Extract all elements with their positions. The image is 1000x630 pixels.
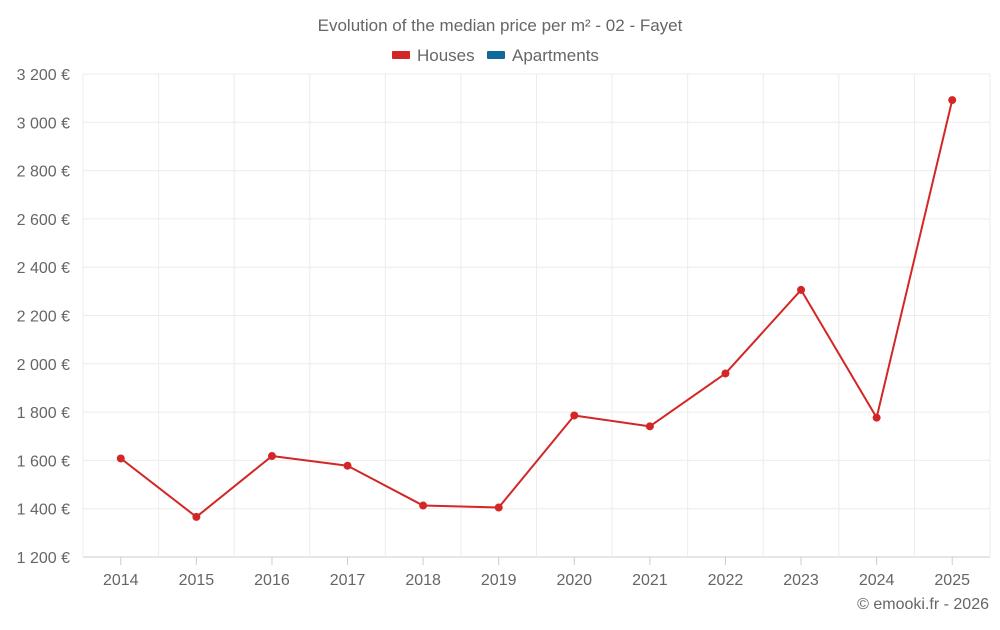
legend-label-apartments[interactable]: Apartments bbox=[512, 46, 599, 65]
data-point-houses[interactable] bbox=[192, 512, 201, 521]
x-tick-label: 2014 bbox=[103, 572, 139, 589]
data-point-houses[interactable] bbox=[419, 501, 428, 510]
data-point-houses[interactable] bbox=[948, 96, 957, 105]
data-point-houses[interactable] bbox=[872, 413, 881, 422]
y-tick-label: 1 600 € bbox=[17, 453, 70, 470]
x-tick-label: 2016 bbox=[254, 572, 290, 589]
y-tick-label: 1 800 € bbox=[17, 405, 70, 422]
y-tick-label: 2 200 € bbox=[17, 309, 70, 326]
x-tick-label: 2021 bbox=[632, 572, 668, 589]
x-axis-ticks: 2014 2015 2016 2017 2018 2019 2020 2021 2022 2023… bbox=[103, 557, 970, 589]
x-tick-label: 2017 bbox=[330, 572, 366, 589]
y-tick-label: 2 000 € bbox=[17, 357, 70, 374]
x-tick-label: 2019 bbox=[481, 572, 517, 589]
y-tick-label: 2 800 € bbox=[17, 164, 70, 181]
data-point-houses[interactable] bbox=[116, 454, 125, 463]
x-tick-label: 2024 bbox=[859, 572, 895, 589]
x-tick-label: 2023 bbox=[783, 572, 819, 589]
legend: Houses Apartments bbox=[392, 46, 599, 65]
chart-title: Evolution of the median price per m² - 0… bbox=[318, 16, 683, 35]
legend-item-apartments[interactable]: Apartments bbox=[487, 46, 599, 65]
y-tick-label: 2 400 € bbox=[17, 260, 70, 277]
y-tick-label: 3 000 € bbox=[17, 115, 70, 132]
credit-text: © emooki.fr - 2026 bbox=[857, 596, 989, 613]
data-point-houses[interactable] bbox=[645, 422, 654, 431]
legend-item-houses[interactable]: Houses bbox=[392, 46, 475, 65]
y-tick-label: 2 600 € bbox=[17, 212, 70, 229]
legend-label-houses[interactable]: Houses bbox=[417, 46, 475, 65]
data-point-houses[interactable] bbox=[343, 461, 352, 470]
data-point-houses[interactable] bbox=[721, 369, 730, 378]
data-point-houses[interactable] bbox=[797, 285, 806, 294]
data-point-houses[interactable] bbox=[267, 452, 276, 461]
data-point-houses[interactable] bbox=[570, 411, 579, 420]
x-tick-label: 2018 bbox=[405, 572, 441, 589]
data-point-houses[interactable] bbox=[494, 503, 503, 512]
y-tick-label: 3 200 € bbox=[17, 67, 70, 84]
x-tick-label: 2020 bbox=[556, 572, 592, 589]
y-axis-ticks: 1 200 € 1 400 € 1 600 € 1 800 € 2 000 € 2 200… bbox=[17, 67, 70, 567]
legend-swatch-apartments bbox=[487, 51, 505, 59]
series-line-houses bbox=[119, 99, 954, 518]
x-tick-label: 2025 bbox=[934, 572, 970, 589]
y-tick-label: 1 200 € bbox=[17, 550, 70, 567]
grid bbox=[82, 73, 991, 558]
legend-swatch-houses bbox=[392, 51, 410, 59]
x-tick-label: 2015 bbox=[179, 572, 215, 589]
y-tick-label: 1 400 € bbox=[17, 502, 70, 519]
series bbox=[116, 96, 957, 521]
x-tick-label: 2022 bbox=[708, 572, 744, 589]
